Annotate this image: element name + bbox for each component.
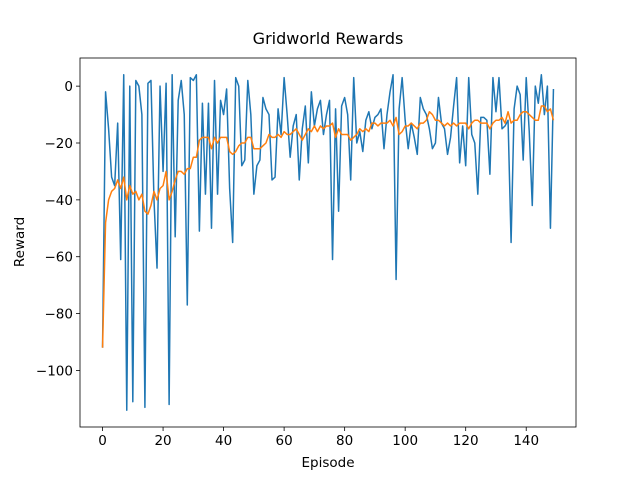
chart-title: Gridworld Rewards	[253, 29, 404, 48]
series-line	[101, 105, 555, 348]
x-tick-label: 60	[276, 433, 293, 449]
x-tick-label: 0	[98, 433, 107, 449]
y-tick-label: 0	[64, 79, 73, 95]
y-axis-label: Reward	[12, 217, 28, 267]
y-tick-label: −100	[36, 363, 73, 379]
x-tick-label: 20	[154, 433, 171, 449]
x-axis-label: Episode	[301, 455, 354, 471]
x-tick-label: 100	[392, 433, 418, 449]
x-tick-label: 140	[513, 433, 539, 449]
x-tick-label: 80	[336, 433, 353, 449]
plot-frame	[79, 57, 577, 428]
y-tick-label: −80	[45, 307, 74, 323]
x-tick-label: 40	[215, 433, 232, 449]
y-tick-label: −20	[45, 136, 74, 152]
series-line	[101, 74, 555, 411]
y-tick-label: −40	[45, 193, 74, 209]
x-tick-label: 120	[453, 433, 479, 449]
y-tick-label: −60	[45, 250, 74, 266]
